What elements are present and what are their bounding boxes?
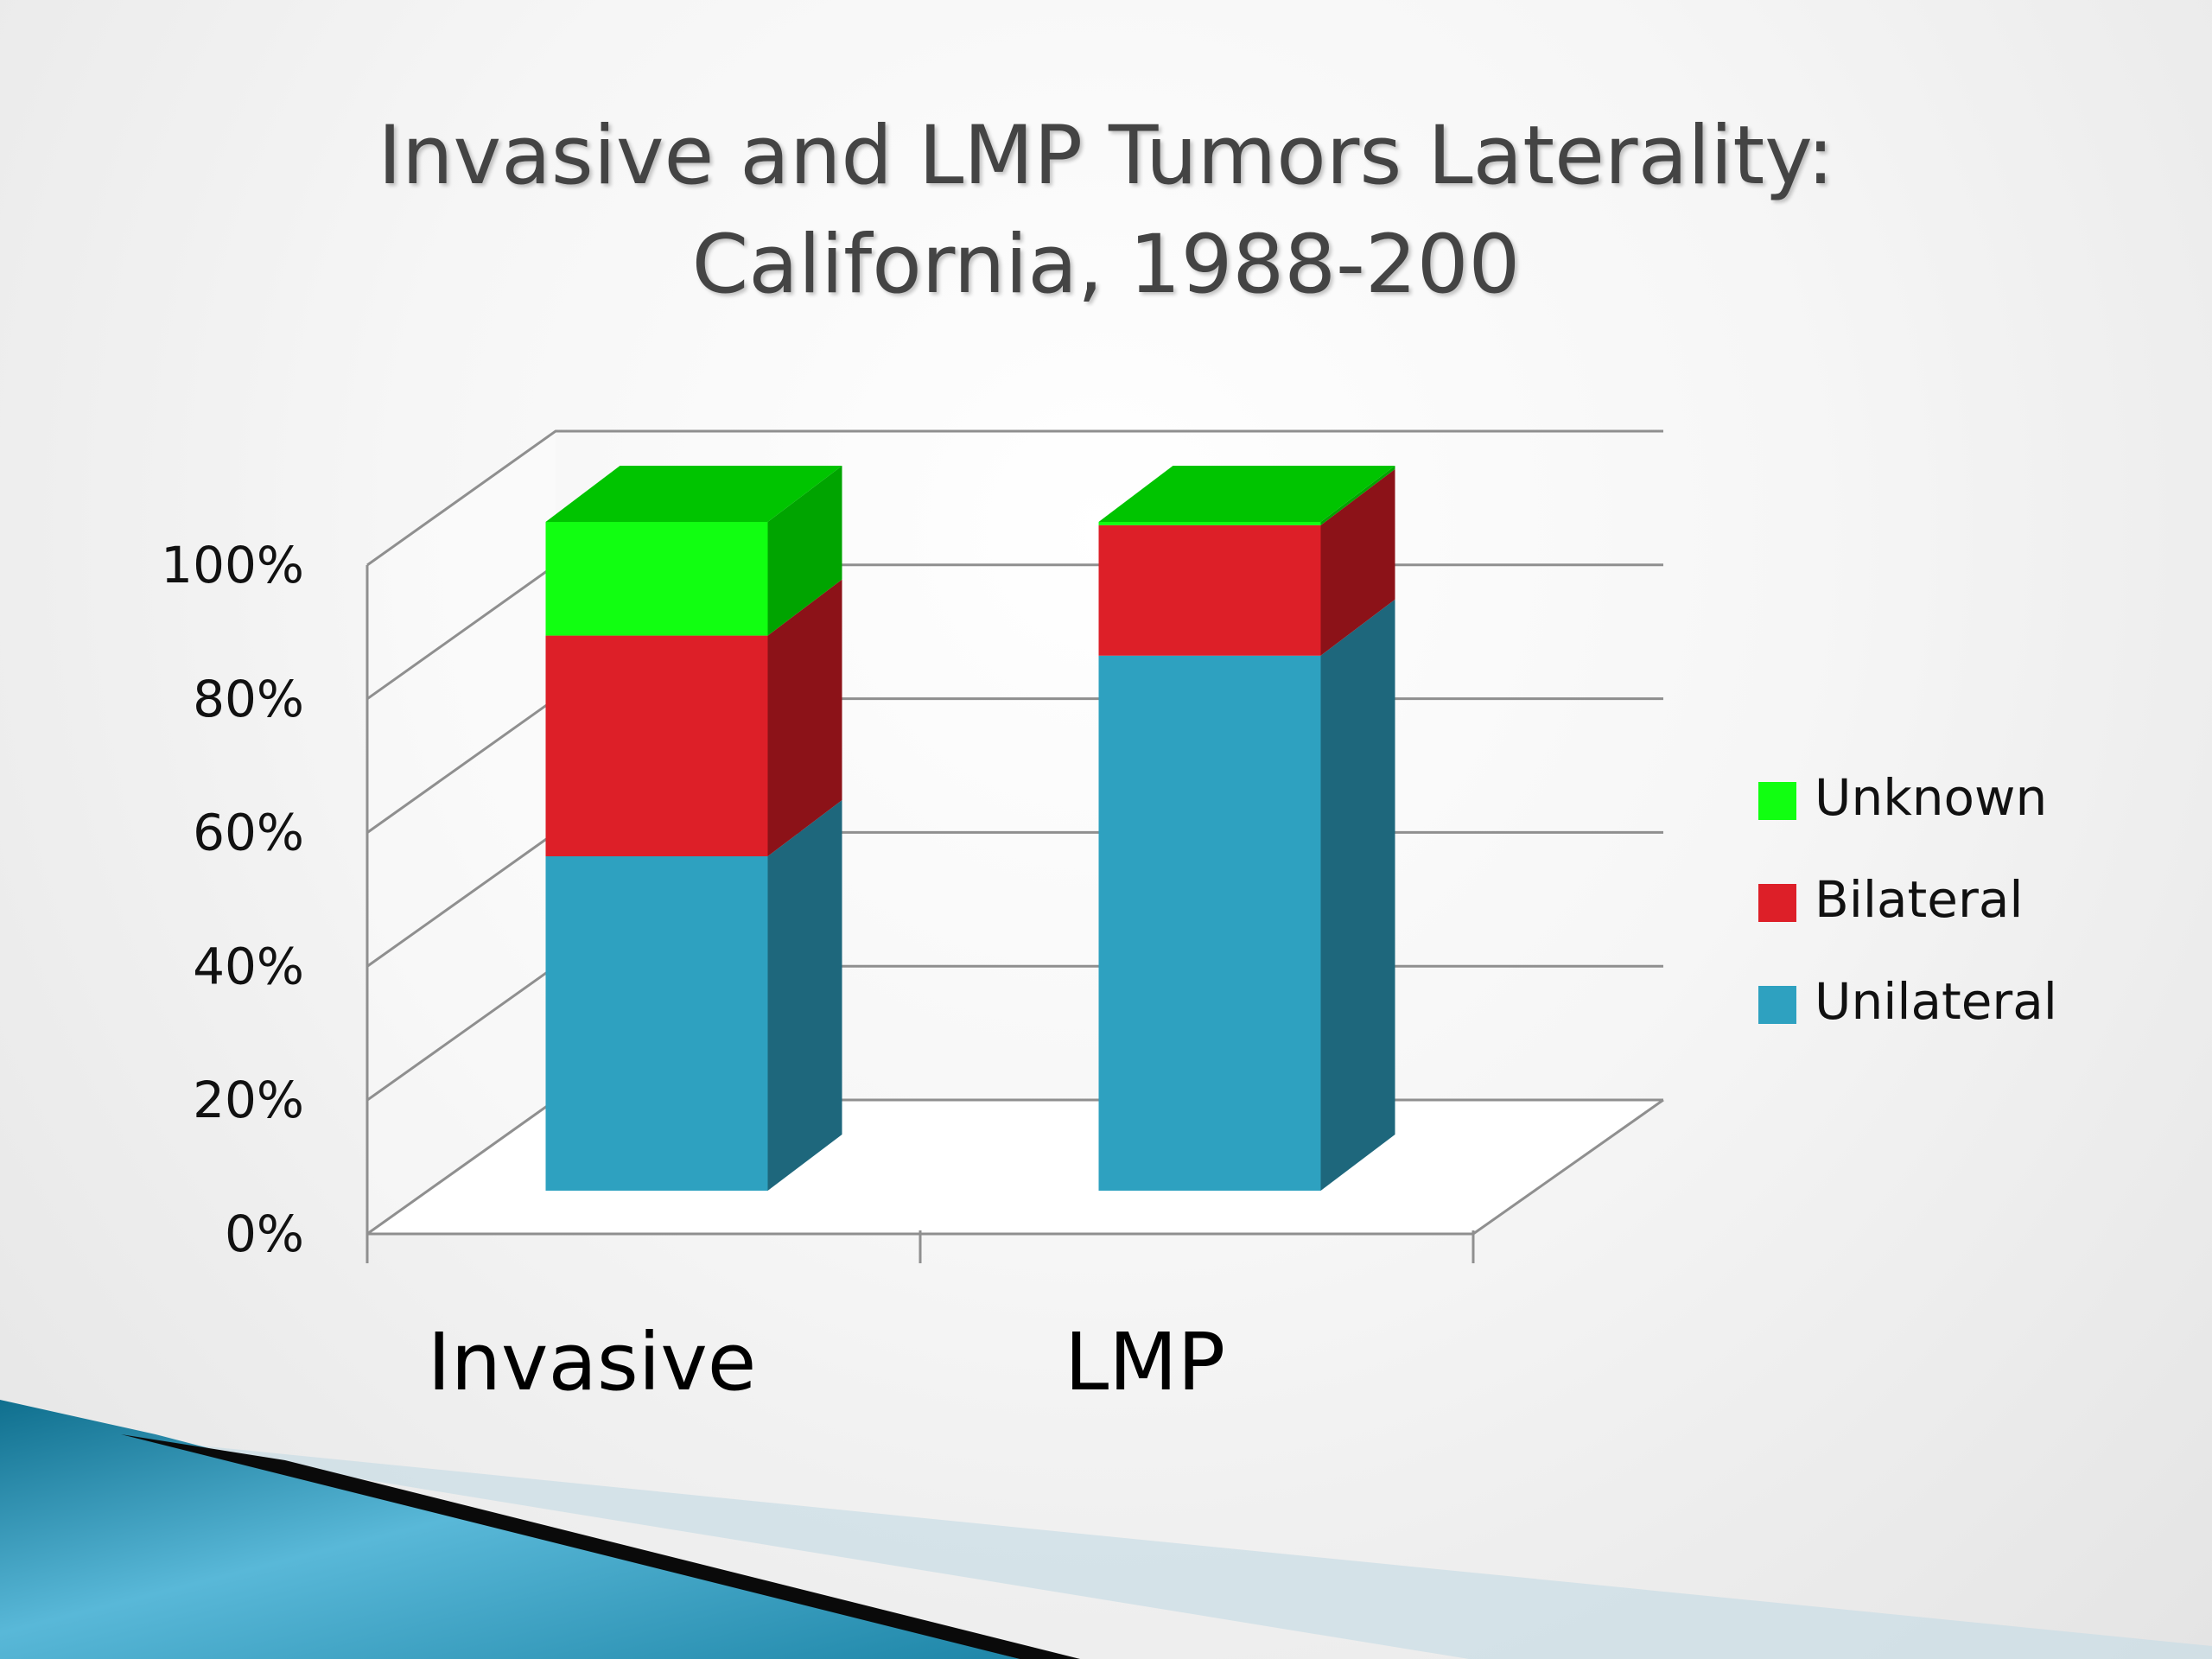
- slide-title: Invasive and LMP Tumors Laterality: Cali…: [0, 102, 2212, 320]
- y-tick-label: 20%: [193, 1071, 304, 1129]
- title-line-1: Invasive and LMP Tumors Laterality:: [378, 109, 1834, 203]
- swoosh-light: [86, 1434, 2212, 1659]
- gridline: [366, 429, 1663, 567]
- legend-label: Unknown: [1815, 768, 2047, 827]
- chart-bars: [545, 466, 1395, 1191]
- y-tick-label: 100%: [161, 536, 304, 594]
- bar-top: [545, 466, 842, 522]
- floor-edge: [1472, 1098, 1664, 1236]
- bar-side: [1320, 468, 1395, 656]
- bar-segment: [545, 635, 768, 856]
- bar-top: [1098, 466, 1395, 522]
- x-category-label: Invasive: [428, 1316, 757, 1408]
- chart-legend: Unknown Bilateral Unilateral: [1758, 768, 2057, 1031]
- bar-segment: [1098, 522, 1321, 525]
- y-tick-label: 60%: [193, 804, 304, 862]
- legend-swatch: [1758, 986, 1796, 1024]
- legend-swatch: [1758, 884, 1796, 922]
- title-line-2: California, 1988-200: [691, 218, 1521, 312]
- y-tick-label: 0%: [225, 1205, 304, 1263]
- swoosh-black: [121, 1434, 1080, 1659]
- bar-segment: [1098, 655, 1321, 1191]
- side-wall: [367, 431, 556, 1234]
- bar-segment: [545, 522, 768, 636]
- bar-side: [1320, 599, 1395, 1191]
- slide-decoration: [0, 1400, 2212, 1659]
- bar-side: [767, 800, 842, 1191]
- bar-segment: [545, 856, 768, 1191]
- legend-label: Unilateral: [1815, 972, 2057, 1031]
- bar-side: [767, 579, 842, 856]
- bar-segment: [1098, 524, 1321, 656]
- bar-side: [1320, 466, 1395, 525]
- y-tick-label: 80%: [193, 670, 304, 728]
- chart-axes: 0% 20% 40% 60% 80% 100% Invasive LMP: [161, 536, 1664, 1408]
- legend-swatch: [1758, 782, 1796, 820]
- y-tick-label: 40%: [193, 937, 304, 995]
- legend-label: Bilateral: [1815, 870, 2024, 929]
- bar-side: [767, 466, 842, 636]
- x-category-label: LMP: [1065, 1316, 1225, 1408]
